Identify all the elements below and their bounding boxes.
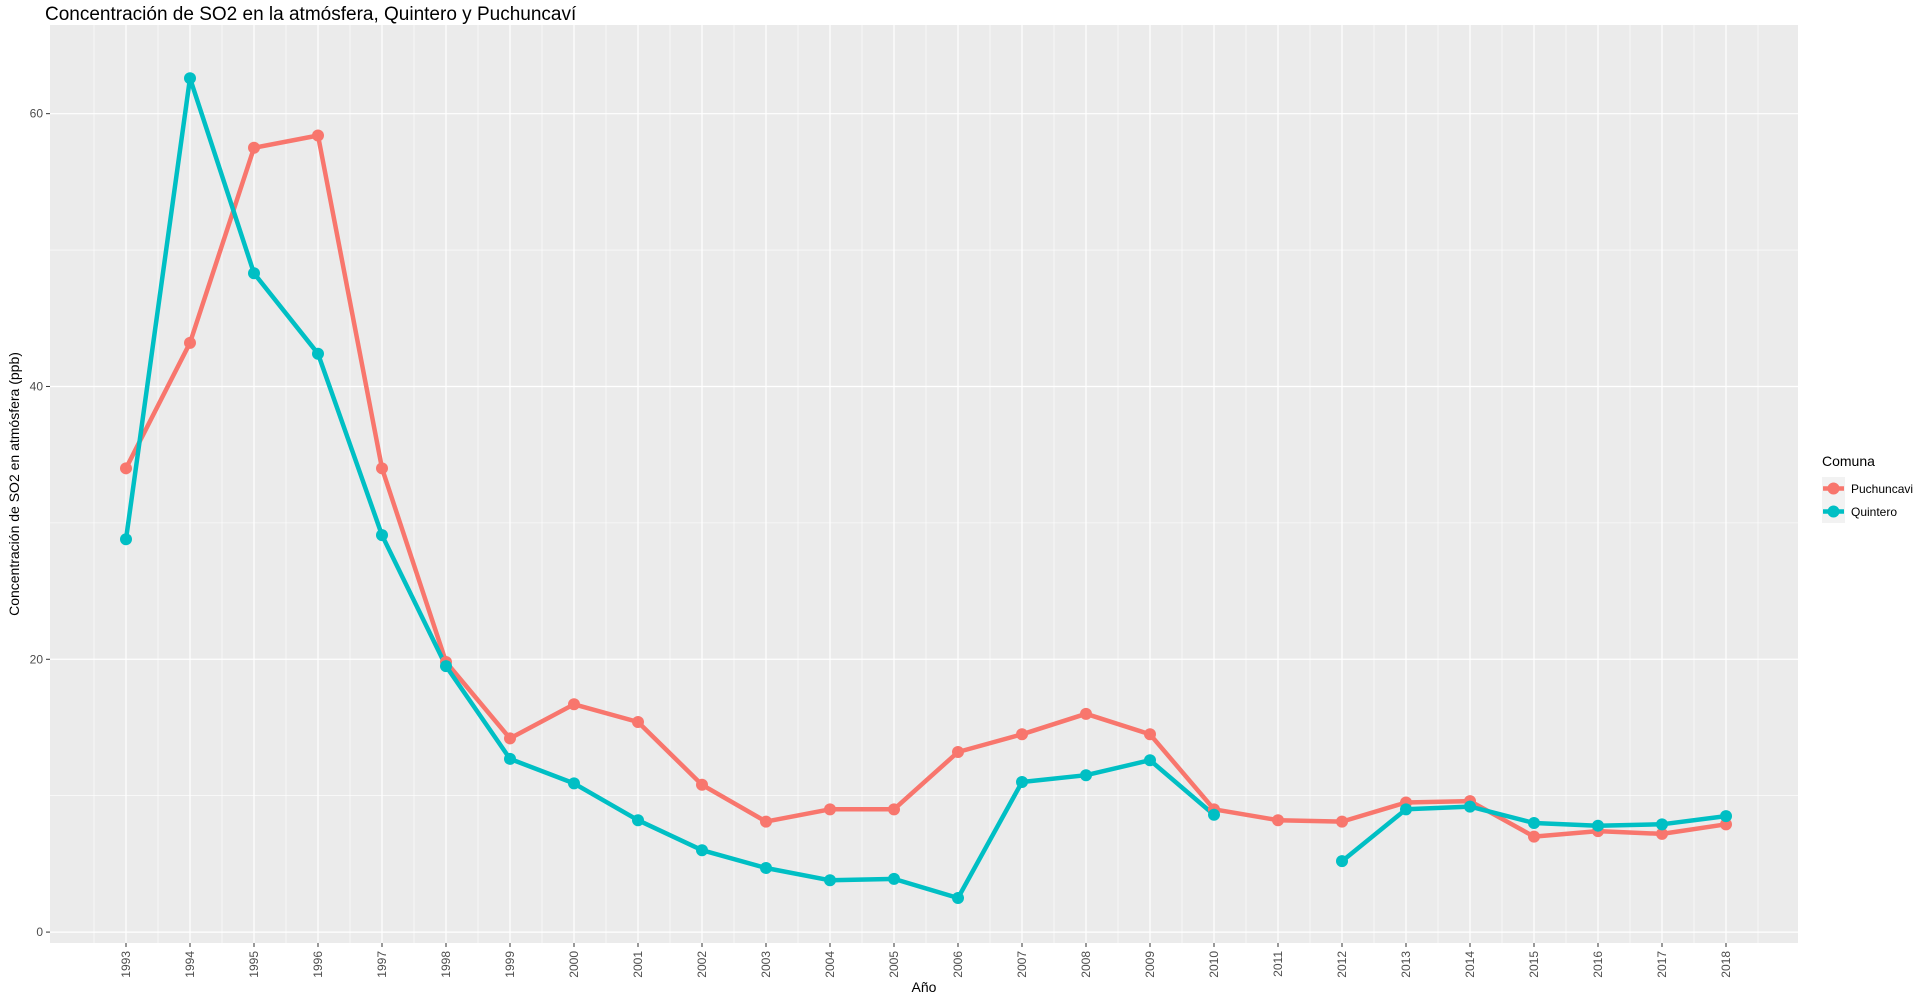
x-tick-label: 2004 xyxy=(823,951,837,978)
y-tick-label: 40 xyxy=(30,379,44,393)
y-tick-label: 0 xyxy=(36,925,43,939)
x-tick-label: 2017 xyxy=(1655,951,1669,978)
y-tick-labels: 0 20 40 60 xyxy=(30,107,44,939)
x-tick-label: 1997 xyxy=(375,951,389,978)
data-point-quintero xyxy=(1144,754,1156,767)
data-point-quintero xyxy=(1720,810,1732,823)
data-point-quintero xyxy=(184,72,196,85)
series-line-puchuncavi xyxy=(123,133,1727,839)
legend-key-point xyxy=(1827,482,1840,495)
chart-title: Concentración de SO2 en la atmósfera, Qu… xyxy=(45,4,577,25)
data-point-quintero xyxy=(440,660,452,673)
data-point-quintero xyxy=(1528,816,1540,829)
x-tick-label: 1996 xyxy=(311,951,325,978)
x-tick-label: 1994 xyxy=(183,951,197,978)
x-tick-label: 2007 xyxy=(1015,951,1029,978)
data-point-quintero xyxy=(1016,776,1028,789)
data-point-quintero xyxy=(632,814,644,827)
data-point-puchuncavi xyxy=(1144,728,1156,741)
data-point-quintero xyxy=(760,861,772,874)
x-tick-label: 1993 xyxy=(119,951,133,978)
x-tick-label: 2002 xyxy=(695,951,709,978)
data-point-quintero xyxy=(376,529,388,542)
x-tick-labels: 1993 1994 1995 1996 1997 1998 1999 2000 2001 2002… xyxy=(119,951,1733,978)
x-tick-label: 2012 xyxy=(1335,951,1349,978)
x-tick-label: 1998 xyxy=(439,951,453,978)
x-tick-label: 2005 xyxy=(887,951,901,978)
data-point-puchuncavi xyxy=(888,803,900,816)
y-axis-title: Concentración de SO2 en atmósfera (ppb) xyxy=(6,352,22,616)
data-point-puchuncavi xyxy=(1528,830,1540,843)
x-tick-label: 2018 xyxy=(1719,951,1733,978)
series-line-quintero xyxy=(123,75,1216,901)
legend-item-puchuncavi: Puchuncavi xyxy=(1822,477,1913,500)
x-tick-label: 1999 xyxy=(503,951,517,978)
x-tick-label: 2000 xyxy=(567,951,581,978)
legend-key-point xyxy=(1827,505,1840,518)
y-tick-label: 20 xyxy=(30,652,44,666)
data-point-puchuncavi xyxy=(248,141,260,154)
data-point-puchuncavi xyxy=(376,462,388,475)
data-point-quintero xyxy=(312,347,324,360)
data-point-puchuncavi xyxy=(312,129,324,142)
data-point-quintero xyxy=(248,267,260,280)
data-point-quintero xyxy=(952,891,964,904)
data-point-puchuncavi xyxy=(696,778,708,791)
data-point-quintero xyxy=(888,872,900,885)
data-point-quintero xyxy=(824,874,836,887)
data-point-quintero xyxy=(1208,808,1220,821)
legend: Comuna Puchuncavi Quintero xyxy=(1822,453,1913,523)
data-point-puchuncavi xyxy=(184,336,196,349)
legend-title: Comuna xyxy=(1822,453,1875,469)
data-point-quintero xyxy=(1656,818,1668,831)
legend-label: Puchuncavi xyxy=(1851,482,1913,496)
data-point-quintero xyxy=(1336,855,1348,868)
x-tick-label: 2011 xyxy=(1271,951,1285,977)
axis-ticks xyxy=(46,113,1727,947)
data-point-puchuncavi xyxy=(1656,827,1668,840)
plot-panel xyxy=(50,25,1798,943)
x-tick-label: 2006 xyxy=(951,951,965,978)
data-point-quintero xyxy=(1464,800,1476,813)
data-point-quintero xyxy=(568,777,580,790)
data-point-quintero xyxy=(1592,819,1604,832)
grid-major xyxy=(50,25,1798,943)
data-point-quintero xyxy=(1080,769,1092,782)
legend-label: Quintero xyxy=(1851,505,1897,519)
data-point-puchuncavi xyxy=(760,815,772,828)
data-point-puchuncavi xyxy=(568,698,580,711)
data-point-puchuncavi xyxy=(952,746,964,759)
x-tick-label: 2014 xyxy=(1463,951,1477,978)
data-point-quintero xyxy=(120,533,132,546)
grid-minor xyxy=(50,25,1798,943)
x-tick-label: 2003 xyxy=(759,951,773,978)
x-tick-label: 2010 xyxy=(1207,951,1221,978)
data-point-puchuncavi xyxy=(824,803,836,816)
x-axis-title: Año xyxy=(912,979,937,995)
data-point-quintero xyxy=(1400,803,1412,816)
data-point-puchuncavi xyxy=(1080,707,1092,720)
data-point-puchuncavi xyxy=(1336,815,1348,828)
data-point-puchuncavi xyxy=(1016,728,1028,741)
data-point-quintero xyxy=(696,844,708,857)
x-tick-label: 2016 xyxy=(1591,951,1605,978)
series-points xyxy=(120,72,1732,904)
x-tick-label: 2015 xyxy=(1527,951,1541,978)
x-tick-label: 2001 xyxy=(631,951,645,978)
data-point-puchuncavi xyxy=(632,716,644,729)
x-tick-label: 2009 xyxy=(1143,951,1157,978)
x-tick-label: 2008 xyxy=(1079,951,1093,978)
data-point-puchuncavi xyxy=(120,462,132,475)
y-tick-label: 60 xyxy=(30,107,44,121)
x-tick-label: 2013 xyxy=(1399,951,1413,978)
data-point-puchuncavi xyxy=(504,732,516,745)
x-tick-label: 1995 xyxy=(247,951,261,978)
data-point-puchuncavi xyxy=(1272,814,1284,827)
data-point-quintero xyxy=(504,752,516,765)
legend-items: Puchuncavi Quintero xyxy=(1822,477,1913,523)
legend-item-quintero: Quintero xyxy=(1822,500,1897,523)
